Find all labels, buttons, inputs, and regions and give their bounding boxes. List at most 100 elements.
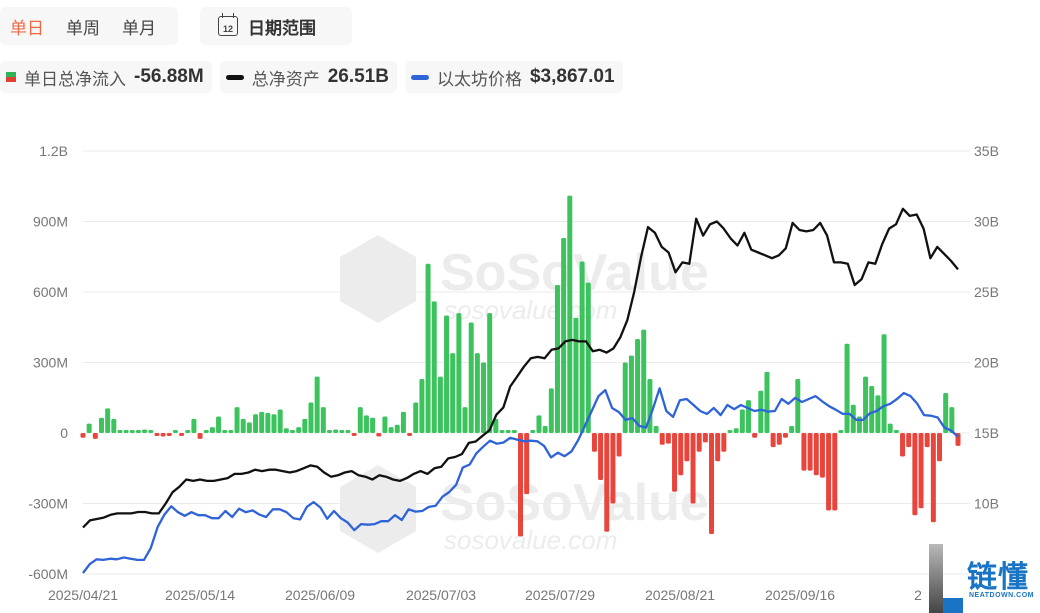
x-axis: 2025/04/21 2025/05/14 2025/06/09 2025/07/03… (48, 587, 922, 603)
x-tick-label: 2025/07/29 (525, 587, 595, 603)
bar (610, 433, 616, 504)
bar (869, 386, 875, 433)
interval-tabs: 单日 单周 单月 (0, 7, 178, 45)
chart-area[interactable]: SoSoValuesosovalue.comSoSoValuesosovalue… (0, 130, 1040, 613)
bar (376, 433, 382, 437)
bar (493, 418, 499, 433)
bar (333, 429, 339, 433)
tab-weekly[interactable]: 单周 (66, 18, 100, 38)
bar (733, 428, 739, 433)
bar (487, 313, 493, 433)
right-tick-label: 15B (974, 425, 999, 441)
bar (518, 433, 523, 537)
watermark: SoSoValuesosovalue.comSoSoValuesosovalue… (340, 235, 709, 555)
bar (838, 430, 844, 433)
bar (721, 433, 727, 452)
bar (191, 418, 197, 433)
bar (253, 414, 259, 433)
bar (148, 430, 154, 433)
legend-total-assets[interactable]: 总净资产 26.51B (219, 61, 397, 93)
bar (943, 393, 949, 433)
bar (339, 430, 345, 433)
tab-daily[interactable]: 单日 (10, 18, 44, 38)
bar (813, 433, 819, 476)
bar (129, 430, 135, 433)
left-axis: 1.2B 900M 600M 300M 0 -300M -600M (28, 143, 68, 582)
date-range-button[interactable]: 12 日期范围 (200, 7, 352, 45)
bar (758, 390, 764, 433)
left-tick-label: -600M (28, 566, 68, 582)
bar (924, 433, 930, 448)
legend-net-inflow[interactable]: 单日总净流入 -56.88M (0, 61, 212, 93)
left-tick-label: 0 (60, 425, 68, 441)
bar (462, 407, 468, 433)
bar (672, 433, 678, 492)
bar (641, 329, 647, 433)
bar (499, 430, 505, 433)
bar (123, 430, 129, 433)
bar (142, 429, 148, 433)
bar (271, 414, 277, 433)
bar (363, 415, 369, 433)
bar (912, 433, 918, 516)
bar (918, 433, 924, 509)
right-axis: 35B 30B 25B 20B 15B 10B (974, 143, 999, 512)
right-tick-label: 20B (974, 355, 999, 371)
bar (320, 407, 326, 433)
bar (351, 433, 357, 436)
left-tick-label: 1.2B (39, 143, 68, 159)
bar (863, 376, 869, 433)
bar (949, 407, 955, 433)
bar (752, 433, 758, 438)
bar (567, 195, 573, 433)
legend-eth-price[interactable]: 以太坊价格 $3,867.01 (404, 61, 623, 93)
bar (542, 425, 548, 433)
bar (154, 433, 160, 436)
bar (290, 430, 296, 433)
bar (635, 339, 641, 433)
bar (80, 433, 86, 438)
bar (561, 237, 567, 433)
bar (203, 430, 209, 433)
left-tick-label: 300M (33, 355, 68, 371)
bar (425, 263, 431, 433)
right-tick-label: 25B (974, 284, 999, 300)
line-swatch-icon (410, 74, 429, 80)
net-inflow-bars (80, 195, 961, 537)
legend-name: 以太坊价格 (436, 69, 522, 89)
bar (474, 353, 480, 433)
bar (579, 261, 585, 433)
bar (160, 433, 166, 437)
bar (407, 433, 413, 436)
svg-text:sosovalue.com: sosovalue.com (444, 295, 617, 325)
logo-l-icon (929, 544, 963, 613)
bar (111, 418, 117, 433)
tab-monthly[interactable]: 单月 (122, 18, 156, 38)
bar (819, 433, 825, 478)
bar (314, 376, 320, 433)
bar (117, 430, 123, 433)
bar (900, 433, 906, 457)
bar (185, 430, 191, 433)
bar (228, 430, 234, 433)
bar (604, 433, 610, 532)
bar (98, 417, 104, 433)
bar (308, 402, 314, 433)
right-tick-label: 10B (974, 496, 999, 512)
bar (826, 433, 832, 511)
bar (598, 433, 604, 480)
bar (727, 430, 733, 433)
bar (431, 301, 437, 433)
bar (622, 362, 628, 433)
bar (739, 409, 745, 433)
bar-swatch-icon (6, 72, 16, 82)
bar (548, 388, 554, 433)
bar (659, 433, 665, 445)
bar (265, 413, 271, 433)
logo-sub: NEATDOWN.COM (969, 592, 1034, 599)
chart-legend: 单日总净流入 -56.88M 总净资产 26.51B 以太坊价格 $3,867.… (0, 61, 623, 93)
bar (937, 433, 943, 462)
bar (696, 433, 702, 452)
bar (197, 433, 203, 439)
bar (591, 433, 597, 452)
